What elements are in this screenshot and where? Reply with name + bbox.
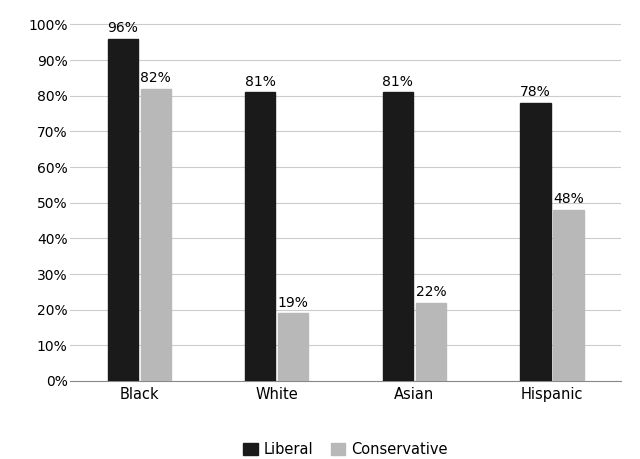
Text: 19%: 19% xyxy=(278,296,308,310)
Text: 48%: 48% xyxy=(553,192,584,206)
Bar xyxy=(108,39,138,381)
Text: 82%: 82% xyxy=(140,71,171,85)
Bar xyxy=(245,92,275,381)
Bar xyxy=(416,302,446,381)
Text: 78%: 78% xyxy=(520,85,551,99)
Text: 81%: 81% xyxy=(383,75,413,89)
Legend: Liberal, Conservative: Liberal, Conservative xyxy=(237,436,454,459)
Bar xyxy=(278,313,308,381)
Text: 81%: 81% xyxy=(245,75,276,89)
Text: 22%: 22% xyxy=(415,285,446,299)
Bar xyxy=(554,210,584,381)
Bar xyxy=(520,103,550,381)
Bar xyxy=(383,92,413,381)
Bar xyxy=(141,89,171,381)
Text: 96%: 96% xyxy=(108,21,138,35)
